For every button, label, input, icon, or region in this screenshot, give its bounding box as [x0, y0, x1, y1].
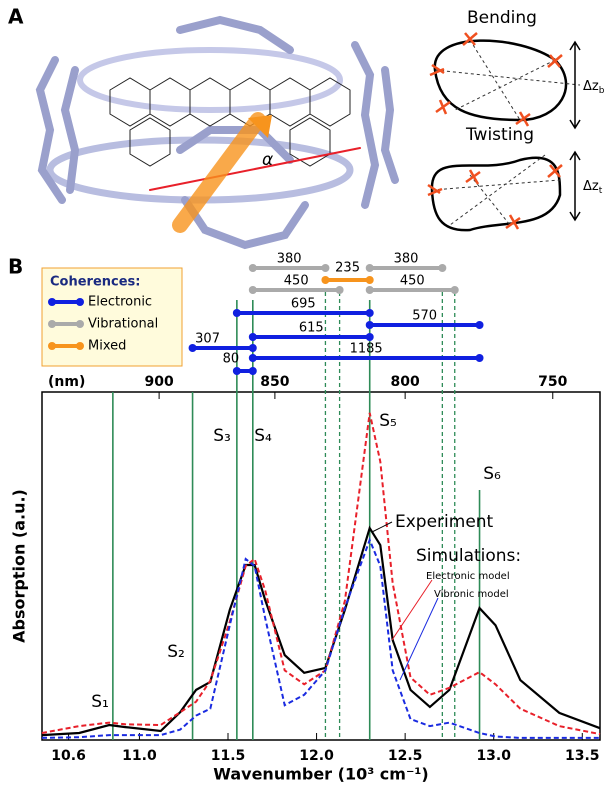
coherence-end: [451, 286, 459, 294]
state-label: S₃: [213, 426, 231, 446]
coherence-end: [336, 286, 344, 294]
x2-axis-label: (nm): [48, 374, 85, 390]
y-axis-label: Absorption (a.u.): [10, 489, 29, 643]
x-tick-label: 13.0: [476, 748, 511, 764]
symbol: Δz: [583, 179, 599, 194]
coherence-end: [366, 286, 374, 294]
annotation: Vibronic model: [434, 589, 509, 600]
state-label: S₁: [91, 692, 109, 712]
x2-tick-label: 800: [391, 374, 420, 390]
legend-swatch: [76, 298, 84, 306]
coherence-end: [249, 333, 257, 341]
coherence-end: [321, 264, 329, 272]
x-tick-label: 13.5: [565, 748, 600, 764]
coherence-label: 615: [299, 321, 324, 336]
x2-tick-label: 900: [144, 374, 173, 390]
x-axis-label: Wavenumber (10³ cm⁻¹): [213, 765, 428, 784]
coherence-label: 570: [412, 309, 437, 324]
symbol: Δz: [583, 79, 599, 94]
legend-label: Vibrational: [88, 317, 158, 332]
x2-tick-label: 850: [260, 374, 289, 390]
coherence-label: 380: [394, 252, 419, 267]
coherence-label: 307: [195, 332, 220, 347]
coherence-end: [233, 309, 241, 317]
coherence-end: [476, 321, 484, 329]
coherence-label: 80: [223, 352, 240, 367]
legend-swatch: [48, 342, 56, 350]
coherence-end: [438, 264, 446, 272]
legend-swatch: [76, 320, 84, 328]
x2-tick-label: 750: [538, 374, 567, 390]
twisting-amplitude: Δzt: [583, 179, 603, 196]
coherence-end: [366, 276, 374, 284]
bending-amplitude: Δzb: [583, 79, 605, 96]
coherence-end: [249, 367, 257, 375]
coherence-end: [321, 276, 329, 284]
state-label: S₄: [254, 426, 272, 446]
series-line: [42, 413, 600, 734]
twisting-label: Twisting: [465, 125, 534, 145]
x-tick-label: 12.5: [388, 748, 423, 764]
panel-label: B: [8, 255, 23, 279]
coherence-label: 450: [400, 274, 425, 289]
subscript: b: [599, 86, 605, 96]
annotation-line: [372, 522, 392, 532]
coherence-label: 1185: [350, 342, 383, 357]
state-label: S₂: [167, 642, 185, 662]
coherence-end: [366, 264, 374, 272]
legend-swatch: [76, 342, 84, 350]
legend-label: Mixed: [88, 339, 126, 354]
figure: A α Bending Twisting Δzb: [0, 0, 613, 789]
coherence-end: [249, 344, 257, 352]
coherence-end: [476, 354, 484, 362]
coherence-label: 235: [335, 261, 360, 276]
legend-label: Electronic: [88, 295, 152, 310]
series-line: [42, 540, 600, 738]
x-tick-label: 11.0: [122, 748, 157, 764]
coherence-end: [366, 309, 374, 317]
coherence-end: [249, 264, 257, 272]
state-label: S₅: [379, 411, 397, 431]
coherence-end: [249, 286, 257, 294]
coherence-label: 450: [284, 274, 309, 289]
x-tick-label: 12.0: [299, 748, 334, 764]
angle-label: α: [262, 150, 273, 170]
panel-label: A: [8, 5, 24, 29]
x-tick-label: 10.6: [51, 748, 86, 764]
coherence-label: 380: [277, 252, 302, 267]
coherence-label: 695: [291, 297, 316, 312]
coherence-end: [233, 367, 241, 375]
annotation: Electronic model: [426, 571, 510, 582]
subscript: t: [599, 186, 603, 196]
annotation-line: [400, 598, 438, 680]
state-label: S₆: [483, 464, 501, 484]
x-tick-label: 11.5: [211, 748, 246, 764]
plot-frame: [42, 392, 600, 740]
annotation: Experiment: [395, 512, 494, 532]
annotation: Simulations:: [416, 546, 521, 566]
molecule: [40, 20, 395, 245]
legend-swatch: [48, 320, 56, 328]
coherence-end: [366, 321, 374, 329]
coherence-end: [249, 354, 257, 362]
coherence-end: [366, 333, 374, 341]
legend-swatch: [48, 298, 56, 306]
bending-label: Bending: [467, 8, 537, 28]
legend-title: Coherences:: [50, 275, 141, 290]
